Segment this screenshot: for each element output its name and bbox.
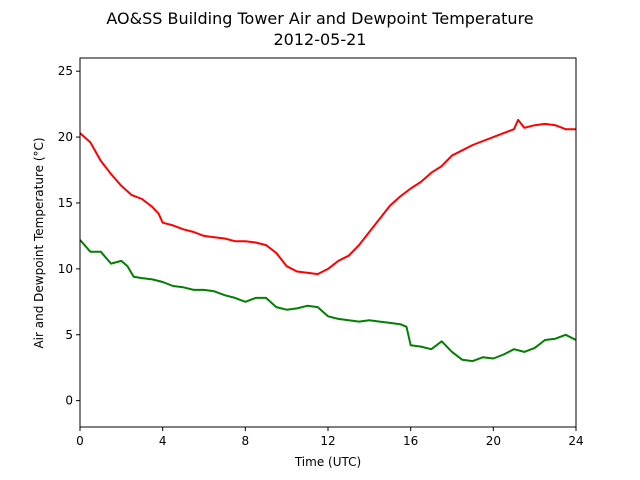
y-tick-label: 20	[58, 130, 73, 144]
x-tick-label: 24	[568, 434, 583, 448]
x-tick-label: 16	[403, 434, 418, 448]
x-tick-label: 20	[486, 434, 501, 448]
y-tick-label: 15	[58, 196, 73, 210]
x-tick-label: 0	[76, 434, 84, 448]
x-tick-label: 12	[320, 434, 335, 448]
y-axis-label: Air and Dewpoint Temperature (°C)	[32, 137, 46, 348]
y-tick-label: 25	[58, 64, 73, 78]
y-tick-label: 0	[65, 394, 73, 408]
chart-title: AO&SS Building Tower Air and Dewpoint Te…	[106, 9, 533, 28]
series-line-dewpoint-temperature	[79, 239, 577, 363]
x-axis-label: Time (UTC)	[294, 455, 361, 469]
y-tick-label: 5	[65, 328, 73, 342]
chart-subtitle: 2012-05-21	[274, 30, 367, 49]
y-tick-label: 10	[58, 262, 73, 276]
x-tick-label: 4	[159, 434, 167, 448]
series-line-air-temperature	[79, 118, 576, 276]
plot-area: 0 4 8 12 16 20 24 0 5 10 15 20 25	[58, 57, 584, 448]
x-tick-label: 8	[242, 434, 250, 448]
